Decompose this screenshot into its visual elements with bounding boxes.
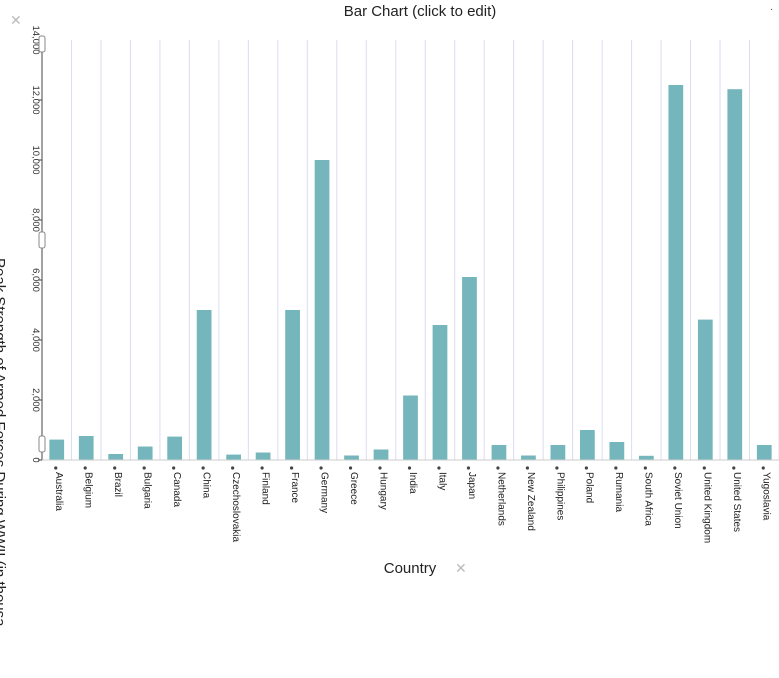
category-bullet	[496, 466, 500, 470]
category-bullet	[260, 466, 264, 470]
bar	[285, 310, 300, 460]
y-tick-label: 14,000	[30, 25, 41, 54]
bar	[255, 452, 271, 460]
y-tick-label: 8,000	[30, 208, 41, 232]
category-bullet	[761, 466, 765, 470]
category-label: South Africa	[643, 472, 654, 526]
bar	[167, 436, 183, 460]
category-bullet	[54, 466, 58, 470]
bar	[756, 445, 772, 460]
category-bullet	[584, 466, 588, 470]
y-tick-label: 6,000	[30, 268, 41, 292]
y-tick-label: 12,000	[30, 85, 41, 114]
x-axis-remove-close-icon[interactable]: ✕	[455, 560, 467, 576]
category-label: Brazil	[112, 472, 123, 497]
category-bullet	[614, 466, 618, 470]
chart-title[interactable]: Bar Chart (click to edit)	[343, 3, 497, 20]
bar	[491, 445, 507, 460]
drag-handle-body	[38, 435, 46, 453]
y-tick-label: 10,000	[30, 145, 41, 174]
bar	[521, 455, 536, 460]
category-label: France	[289, 472, 300, 504]
drag-handle-body	[38, 231, 46, 249]
category-bullet	[113, 466, 117, 470]
bar	[432, 325, 448, 460]
category-bullet	[231, 466, 235, 470]
category-label: Belgium	[83, 472, 94, 508]
bar	[609, 442, 625, 460]
category-bullet	[555, 466, 559, 470]
category-label: United States	[731, 472, 742, 532]
category-label: New Zealand	[525, 472, 536, 531]
category-bullet	[348, 466, 353, 470]
category-bullet	[83, 466, 87, 470]
category-label: Greece	[348, 472, 359, 505]
category-label: Canada	[171, 472, 182, 507]
category-bullet	[289, 466, 294, 470]
category-bullet	[466, 466, 471, 470]
y-tick-label: 0	[30, 457, 41, 462]
category-bullet	[702, 466, 706, 470]
bar	[403, 395, 418, 460]
category-bullet	[732, 466, 736, 470]
bar	[314, 160, 330, 460]
category-bullet	[643, 466, 647, 470]
drag-handle-body	[38, 35, 46, 53]
category-label: Hungary	[377, 472, 388, 510]
bar	[727, 89, 743, 460]
bar	[668, 85, 684, 460]
bar	[462, 277, 477, 460]
bar	[49, 439, 65, 460]
category-label: Soviet Union	[672, 472, 683, 529]
category-bullet	[525, 466, 530, 470]
category-bullet	[378, 466, 382, 470]
category-label: Japan	[466, 472, 477, 499]
axis-drag-handle-icon[interactable]	[38, 35, 46, 53]
category-label: Rumania	[613, 472, 624, 512]
category-bullet	[201, 466, 205, 470]
bar-chart: 0 2,000 4,000 6,000 8,000 10,000 12,000 14,000 A…	[30, 25, 779, 543]
category-label: United Kingdom	[702, 472, 713, 543]
category-bullet	[319, 466, 323, 470]
bar	[226, 454, 241, 460]
category-bullet	[673, 466, 677, 470]
bar	[550, 445, 566, 460]
x-axis-label[interactable]: Country	[383, 560, 437, 577]
category-bullet	[142, 466, 146, 470]
category-bullet	[407, 466, 412, 470]
bar	[580, 430, 595, 460]
category-label: Poland	[584, 472, 595, 503]
category-label: Yugoslavia	[761, 472, 772, 521]
bar	[373, 449, 389, 460]
y-tick-label: 4,000	[30, 328, 41, 352]
axis-drag-handle-icon[interactable]	[38, 435, 46, 453]
category-label: China	[200, 472, 211, 499]
category-bullet	[172, 466, 176, 470]
axis-drag-handle-icon[interactable]	[38, 231, 46, 249]
bar	[697, 319, 713, 460]
category-label: India	[407, 472, 418, 494]
category-label: Netherlands	[495, 472, 506, 526]
category-label: Philippines	[554, 472, 565, 520]
category-label: Czechoslovakia	[230, 472, 241, 542]
category-label: Australia	[53, 472, 64, 511]
corner-mark: .	[770, 2, 773, 13]
bar	[344, 455, 359, 460]
y-tick-label: 2,000	[30, 388, 41, 412]
bar	[638, 455, 654, 460]
category-label: Germany	[318, 472, 329, 513]
category-bullet	[437, 466, 441, 470]
category-label: Bulgaria	[142, 472, 153, 509]
bar	[196, 310, 212, 460]
category-label: Italy	[436, 472, 447, 490]
bar	[108, 454, 124, 460]
category-label: Finland	[259, 472, 270, 505]
bar	[137, 446, 153, 460]
bar	[78, 436, 94, 460]
y-axis-remove-close-icon[interactable]: ✕	[10, 12, 22, 28]
